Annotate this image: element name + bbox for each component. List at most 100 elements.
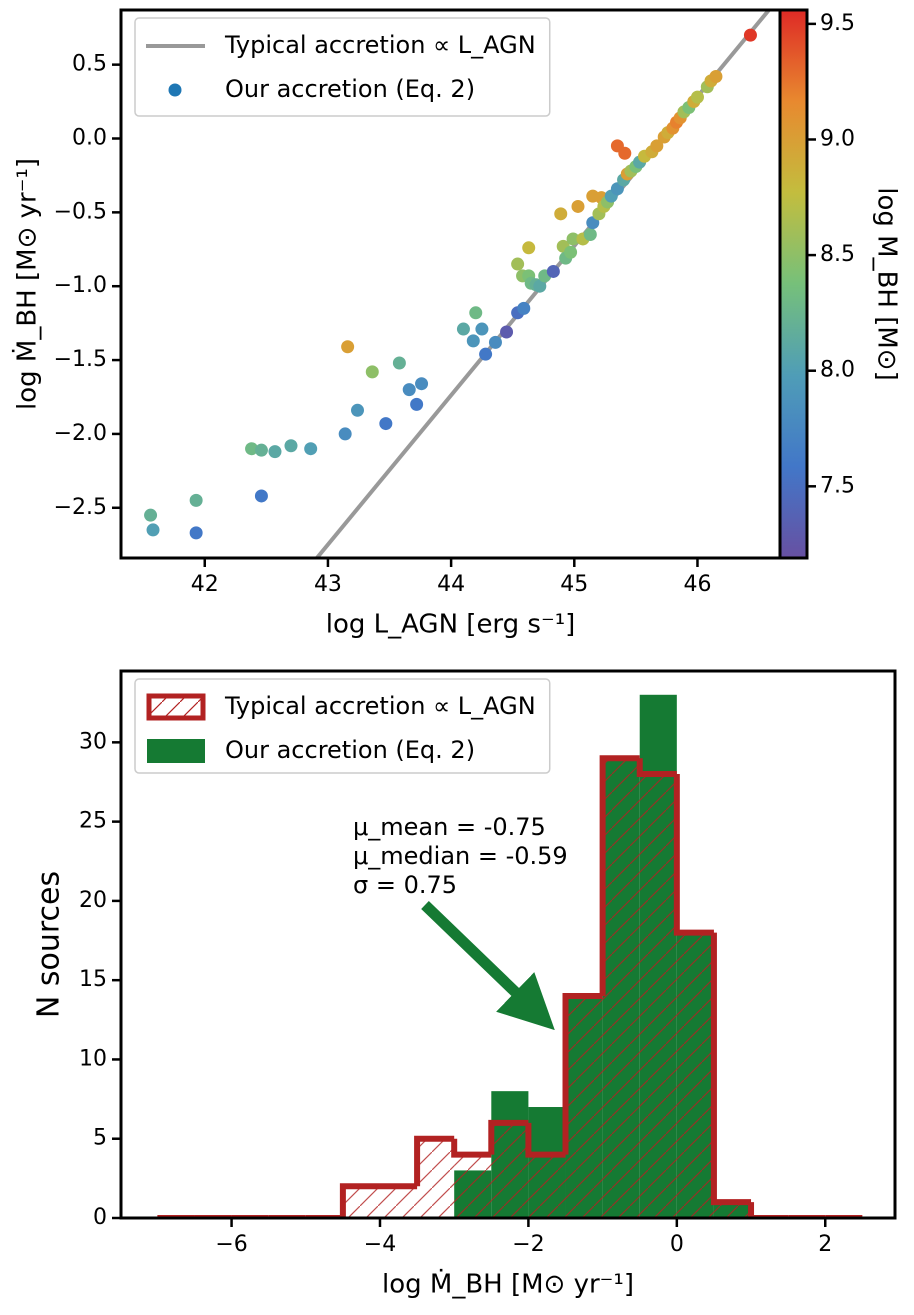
x-tick-label: 42 bbox=[191, 572, 219, 597]
step-outline bbox=[673, 774, 714, 936]
step-outline bbox=[339, 1183, 380, 1218]
scatter-point bbox=[709, 69, 723, 83]
scatter-point bbox=[146, 523, 160, 537]
scatter-point bbox=[469, 306, 483, 320]
scatter-point bbox=[304, 442, 318, 456]
annotation-arrow bbox=[421, 901, 555, 1031]
x-tick-label: 43 bbox=[314, 572, 342, 597]
scatter-point bbox=[351, 403, 365, 417]
scatter-point bbox=[533, 279, 547, 293]
y-axis-label: N sources bbox=[32, 871, 67, 1018]
hatched-bar bbox=[602, 758, 640, 1218]
hatched-bar bbox=[454, 1154, 492, 1218]
hatched-bar bbox=[565, 996, 603, 1218]
scatter-point bbox=[392, 356, 406, 370]
scatter-point bbox=[564, 245, 578, 259]
step-outline bbox=[599, 755, 640, 997]
scatter-point bbox=[618, 146, 632, 160]
scatter-point bbox=[571, 199, 585, 213]
step-outline bbox=[710, 932, 752, 1206]
y-tick-label: 0.5 bbox=[72, 52, 107, 77]
step-outline bbox=[525, 1122, 566, 1158]
legend-box bbox=[134, 678, 551, 774]
axes-frame bbox=[119, 8, 782, 560]
legend-box bbox=[134, 17, 551, 117]
step-outline bbox=[636, 758, 677, 778]
annotation: μ_mean = -0.75 bbox=[353, 813, 546, 841]
plot-area bbox=[144, 10, 771, 558]
x-tick-label: −2 bbox=[512, 1232, 544, 1257]
scatter-point bbox=[268, 445, 282, 459]
y-tick-label: −1.5 bbox=[54, 347, 107, 372]
y-tick-label: −2.0 bbox=[54, 421, 107, 446]
y-tick-label: 0.0 bbox=[72, 126, 107, 151]
scatter-point bbox=[500, 325, 514, 339]
scatter-point bbox=[650, 139, 664, 153]
annotation: σ = 0.75 bbox=[353, 871, 457, 899]
axes-frame bbox=[119, 669, 897, 1220]
annotation: μ_median = -0.59 bbox=[353, 842, 568, 870]
y-tick-label: −1.0 bbox=[54, 273, 107, 298]
scatter-point bbox=[254, 443, 268, 457]
y-tick-label: 0 bbox=[93, 1205, 107, 1230]
hatched-bar bbox=[491, 1122, 529, 1218]
x-tick-label: 45 bbox=[560, 572, 588, 597]
colorbar-tick-label: 9.5 bbox=[820, 11, 855, 36]
scatter-point bbox=[546, 264, 560, 278]
scatter-point bbox=[466, 334, 480, 348]
marks bbox=[157, 694, 863, 1218]
scatter-point bbox=[743, 28, 757, 42]
hatched-bar bbox=[528, 1154, 566, 1218]
y-tick-label: 30 bbox=[79, 729, 107, 754]
hatched-bar bbox=[639, 774, 677, 1218]
scatter-point bbox=[517, 301, 531, 315]
step-outline bbox=[748, 1202, 789, 1218]
scatter-point bbox=[402, 383, 416, 397]
hatched-bar bbox=[342, 1186, 380, 1218]
x-tick-label: 46 bbox=[683, 572, 711, 597]
x-tick-label: 0 bbox=[670, 1232, 684, 1257]
scatter-point bbox=[254, 489, 268, 503]
colorbar-label: log M_BH [M⊙] bbox=[872, 187, 902, 381]
step-outline bbox=[562, 993, 603, 1155]
scatter-point bbox=[415, 377, 429, 391]
scatter-point bbox=[338, 427, 352, 441]
legend-patch bbox=[146, 693, 206, 721]
plot-area bbox=[157, 694, 863, 1218]
hatched-bar bbox=[676, 932, 714, 1218]
y-tick-label: 25 bbox=[79, 809, 107, 834]
scatter-point bbox=[189, 493, 203, 507]
colorbar-tick-label: 8.0 bbox=[820, 358, 855, 383]
scatter-point bbox=[245, 442, 259, 456]
x-tick-label: 44 bbox=[437, 572, 465, 597]
colorbar-tick-label: 9.0 bbox=[820, 126, 855, 151]
x-tick-label: −4 bbox=[364, 1232, 396, 1257]
legend-label: Our accretion (Eq. 2) bbox=[225, 75, 475, 103]
step-outline bbox=[488, 1119, 529, 1155]
scatter-point bbox=[456, 322, 470, 336]
y-tick-label: −2.5 bbox=[54, 495, 107, 520]
scatter-point bbox=[554, 207, 568, 221]
x-axis-label: log Ṁ_BH [M⊙ yr⁻¹] bbox=[382, 1268, 634, 1300]
y-tick-label: 5 bbox=[93, 1126, 107, 1151]
scatter-point bbox=[365, 365, 379, 379]
legend-label: Typical accretion ∝ L_AGN bbox=[224, 692, 536, 720]
scatter-point bbox=[522, 241, 536, 255]
step-outline bbox=[414, 1135, 455, 1187]
y-tick-label: 10 bbox=[79, 1046, 107, 1071]
y-tick-label: 15 bbox=[79, 967, 107, 992]
x-tick-label: −6 bbox=[215, 1232, 247, 1257]
scatter-point bbox=[379, 417, 393, 431]
colorbar bbox=[778, 8, 809, 560]
hatched-bar bbox=[713, 1202, 752, 1218]
scatter-point bbox=[144, 508, 158, 522]
x-tick-label: 2 bbox=[818, 1232, 832, 1257]
marks bbox=[144, 10, 771, 558]
scatter-point bbox=[479, 347, 493, 361]
y-tick-label: 20 bbox=[79, 888, 107, 913]
scatter-point bbox=[583, 228, 597, 242]
legend: Typical accretion ∝ L_AGN Our accretion (… bbox=[134, 678, 551, 774]
scatter-point bbox=[341, 340, 355, 354]
